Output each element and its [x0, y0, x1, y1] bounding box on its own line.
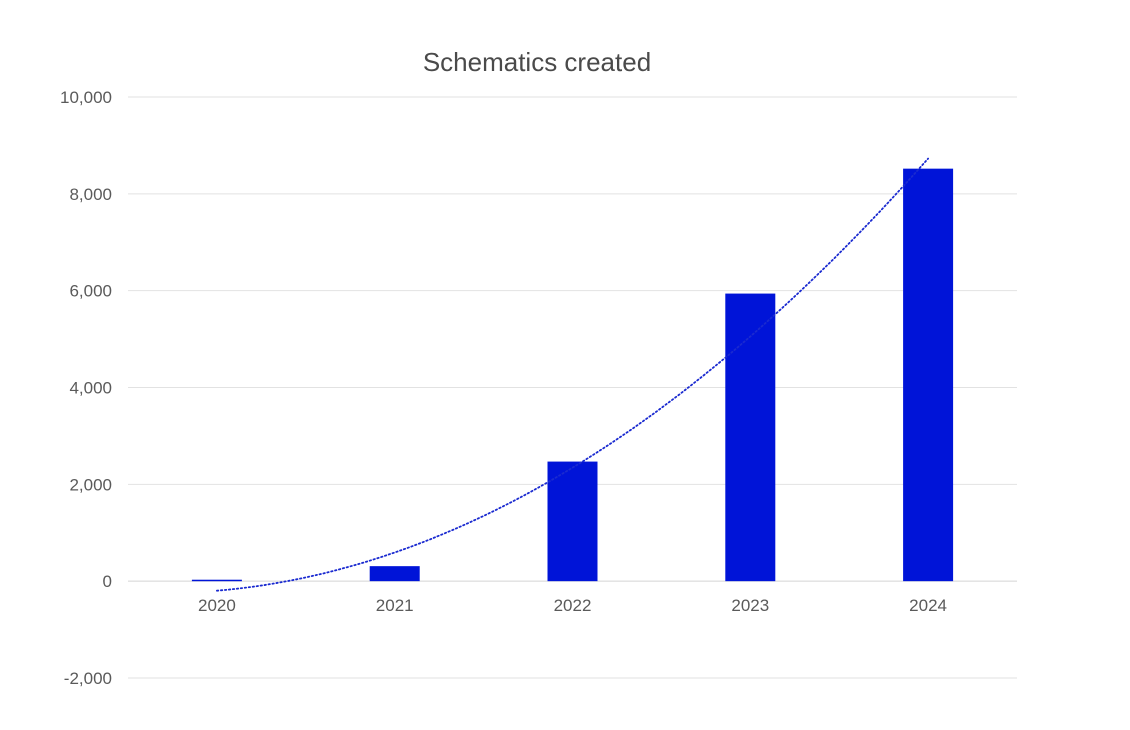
- x-tick-label: 2023: [731, 596, 769, 615]
- bar-2024: [903, 168, 954, 582]
- x-tick-label: 2024: [909, 596, 947, 615]
- x-axis-tick-labels: 2020 2021 2022 2023 2024: [198, 596, 947, 615]
- chart-title: Schematics created: [423, 47, 651, 77]
- grid-lines: [128, 96, 1017, 679]
- y-tick-label: 6,000: [69, 282, 112, 301]
- trendline: [216, 157, 929, 592]
- bar-2022: [547, 461, 598, 582]
- x-tick-label: 2022: [554, 596, 592, 615]
- y-tick-label: 8,000: [69, 185, 112, 204]
- y-tick-label: 2,000: [69, 475, 112, 494]
- y-tick-label: 10,000: [60, 88, 112, 107]
- y-axis-tick-labels: -2,000 0 2,000 4,000 6,000 8,000 10,000: [60, 88, 112, 688]
- y-tick-label: -2,000: [64, 669, 112, 688]
- y-tick-label: 0: [103, 572, 112, 591]
- x-tick-label: 2020: [198, 596, 236, 615]
- bar-2023: [725, 293, 776, 582]
- x-tick-label: 2021: [376, 596, 414, 615]
- bar-series: [191, 168, 954, 582]
- y-tick-label: 4,000: [69, 379, 112, 398]
- bar-2020: [191, 579, 242, 582]
- bar-2021: [369, 566, 420, 582]
